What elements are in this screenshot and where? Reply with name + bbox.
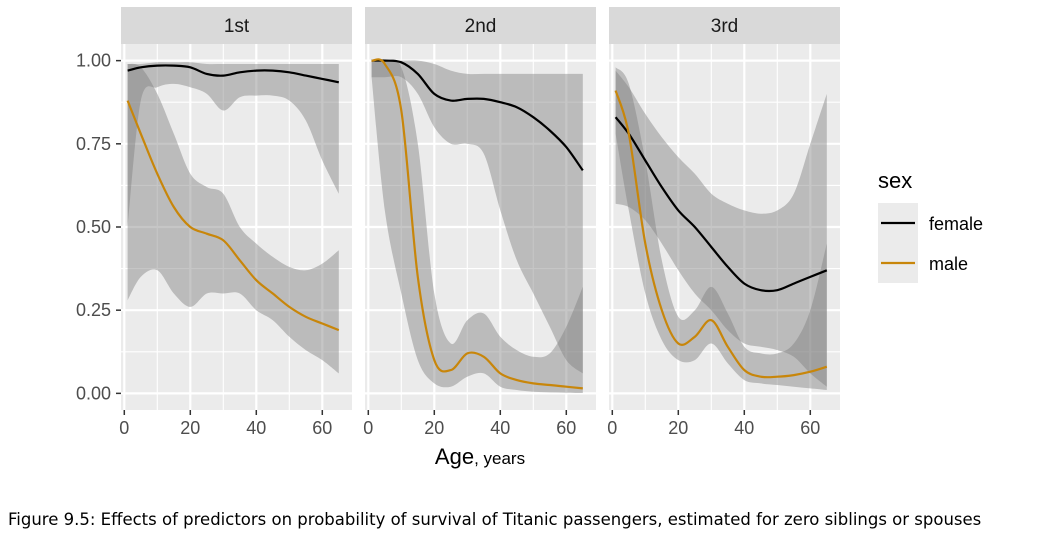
y-axis: 0.00 0.25 0.50 0.75 1.00 xyxy=(76,51,121,403)
x-tick-label: 60 xyxy=(800,418,820,438)
y-tick-label: 0.00 xyxy=(76,383,111,403)
x-tick-label: 40 xyxy=(734,418,754,438)
x-axis-title-sub: , years xyxy=(474,449,525,468)
x-tick-label: 60 xyxy=(556,418,576,438)
y-tick-label: 0.50 xyxy=(76,217,111,237)
legend-label-male: male xyxy=(929,254,968,274)
x-tick-label: 20 xyxy=(424,418,444,438)
x-tick-label: 0 xyxy=(119,418,129,438)
x-tick-label: 40 xyxy=(490,418,510,438)
confidence-band-male xyxy=(127,63,339,374)
panel-1st: 1st 0 20 40 60 xyxy=(119,7,352,438)
legend: sex female male xyxy=(878,168,983,283)
panel-3rd: 3rd 0 20 40 60 xyxy=(607,7,840,438)
x-axis-title: Age, years xyxy=(435,444,525,469)
x-axis-title-main: Age xyxy=(435,444,474,469)
series-line-female xyxy=(127,64,340,84)
series-line-male xyxy=(126,100,340,332)
panel-2nd: 2nd 0 20 40 60 xyxy=(363,7,596,438)
facet-strip xyxy=(365,7,596,44)
x-tick-label: 20 xyxy=(668,418,688,438)
confidence-band-male xyxy=(615,67,827,391)
x-tick-label: 0 xyxy=(607,418,617,438)
x-tick-label: 0 xyxy=(363,418,373,438)
confidence-band-female xyxy=(371,60,583,374)
x-tick-label: 40 xyxy=(246,418,266,438)
facet-strip xyxy=(609,7,840,44)
series-line-female xyxy=(614,116,828,293)
legend-title: sex xyxy=(878,168,912,193)
y-tick-label: 0.75 xyxy=(76,134,111,154)
y-tick-label: 0.25 xyxy=(76,300,111,320)
y-tick-label: 1.00 xyxy=(76,51,111,71)
figure-caption: Figure 9.5: Effects of predictors on pro… xyxy=(8,510,982,529)
facet-strip xyxy=(121,7,352,44)
x-tick-label: 20 xyxy=(180,418,200,438)
confidence-band-female xyxy=(615,70,827,387)
panels-layer: 1st 0 20 40 60 2nd 0 20 40 60 3rd 0 20 40 60 xyxy=(119,7,840,438)
x-tick-label: 60 xyxy=(312,418,332,438)
facet-label: 2nd xyxy=(465,16,497,37)
facet-label: 1st xyxy=(224,16,250,37)
series-line-female xyxy=(371,59,584,172)
confidence-band-male xyxy=(371,59,583,394)
legend-label-female: female xyxy=(929,214,983,234)
facet-label: 3rd xyxy=(711,16,738,37)
series-line-male xyxy=(614,90,828,379)
series-line-male xyxy=(371,58,583,390)
